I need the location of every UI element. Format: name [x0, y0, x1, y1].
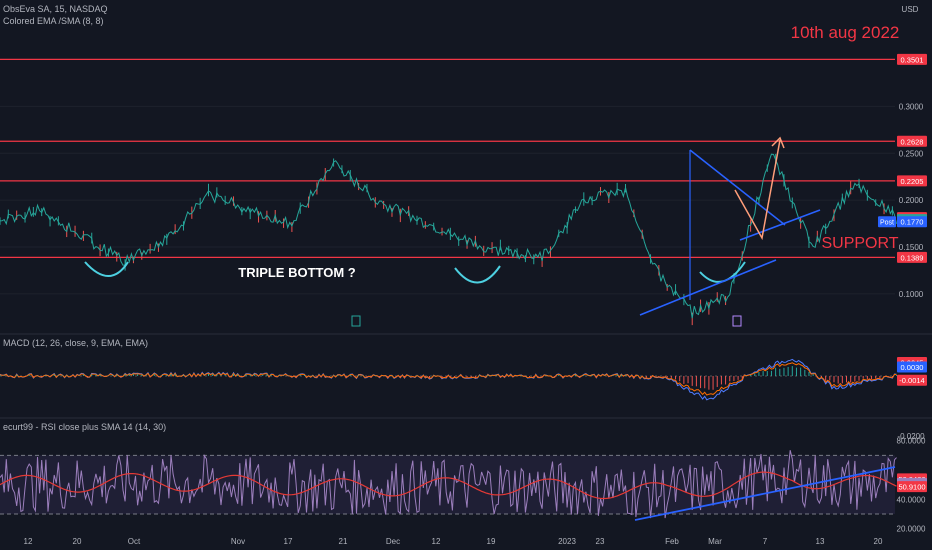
- macd-label-box: [897, 374, 927, 386]
- macd-signal-line: [0, 362, 897, 396]
- time-tick-label: 12: [24, 537, 33, 546]
- horizontal-levels: [0, 58, 895, 259]
- arrow-head: [771, 136, 785, 149]
- time-tick-label: 12: [432, 537, 441, 546]
- price-tick-label: 0.3000: [899, 102, 924, 111]
- rsi-tick-label: 80.0000: [897, 437, 926, 446]
- time-tick-label: 19: [487, 537, 496, 546]
- date-annotation: 10th aug 2022: [791, 23, 900, 42]
- time-tick-label: 13: [816, 537, 825, 546]
- time-tick-label: 20: [874, 537, 883, 546]
- time-tick-label: Mar: [708, 537, 722, 546]
- price-label-box: [897, 53, 927, 65]
- time-tick-label: 21: [339, 537, 348, 546]
- time-tick-label: Dec: [386, 537, 400, 546]
- price-tick-label: 0.1000: [899, 290, 924, 299]
- trendline: [689, 149, 786, 226]
- macd-label: 0.0030: [901, 363, 924, 372]
- trendline: [639, 259, 777, 316]
- time-tick-label: 2023: [558, 537, 576, 546]
- macd-label-box: [897, 361, 927, 373]
- rsi-label-box: [897, 481, 927, 493]
- triple-bottom-annotation: TRIPLE BOTTOM ?: [238, 265, 356, 280]
- bottom-curve: [699, 261, 746, 283]
- macd-tick-label: -0.0200: [897, 432, 925, 441]
- bottom-curve: [454, 265, 501, 284]
- rsi-trendline: [634, 466, 896, 521]
- earnings-marker: [351, 315, 361, 327]
- symbol-title: ObsEva SA, 15, NASDAQ: [3, 4, 108, 14]
- rsi-tick-label: 20.0000: [897, 525, 926, 534]
- ema-indicator-title: Colored EMA /SMA (8, 8): [3, 16, 104, 26]
- price-series-line: [0, 153, 897, 319]
- price-tick-label: 0.1500: [899, 243, 924, 252]
- time-tick-label: Feb: [665, 537, 679, 546]
- price-label: 0.2628: [901, 137, 924, 146]
- macd-line: [0, 358, 897, 401]
- rsi-title: ecurt99 - RSI close plus SMA 14 (14, 30): [3, 422, 167, 432]
- time-tick-label: Nov: [231, 537, 245, 546]
- time-tick-label: 23: [596, 537, 605, 546]
- time-tick-label: 17: [284, 537, 293, 546]
- trendline: [739, 209, 821, 241]
- macd-histogram: [0, 366, 898, 390]
- time-tick-label: 7: [763, 537, 768, 546]
- price-label-box: [897, 175, 927, 187]
- price-label: 0.1770: [901, 218, 924, 227]
- post-tag: Post: [880, 220, 894, 227]
- rsi-ma-line: [0, 471, 897, 500]
- macd-title: MACD (12, 26, close, 9, EMA, EMA): [3, 338, 149, 348]
- earnings-marker: [732, 315, 742, 327]
- projection-arrow: [734, 139, 781, 241]
- price-tick-label: 0.2500: [899, 149, 924, 158]
- price-label-box: [897, 135, 927, 147]
- rsi-label: 50.9100: [898, 483, 925, 492]
- bottom-curve: [84, 261, 129, 277]
- price-label-box: [897, 216, 927, 228]
- price-label: 0.1389: [901, 253, 924, 262]
- grid: [0, 105, 932, 515]
- support-annotation: SUPPORT: [821, 235, 898, 252]
- currency-label: USD: [902, 5, 919, 14]
- price-label: 0.3501: [901, 55, 924, 64]
- axes: 0.1000 0.1500 0.2000 0.2500 0.3000 -0.020080.…: [24, 53, 927, 546]
- macd-label: -0.0014: [899, 376, 924, 385]
- time-tick-label: Oct: [128, 537, 141, 546]
- price-label-box: [897, 251, 927, 263]
- time-tick-label: 20: [73, 537, 82, 546]
- post-tag-box: [878, 216, 896, 228]
- candles-layer: [0, 153, 893, 326]
- drawings: [84, 136, 896, 521]
- price-label: 0.2205: [901, 177, 924, 186]
- price-tick-label: 0.2000: [899, 196, 924, 205]
- rsi-tick-label: 40.0000: [897, 495, 926, 504]
